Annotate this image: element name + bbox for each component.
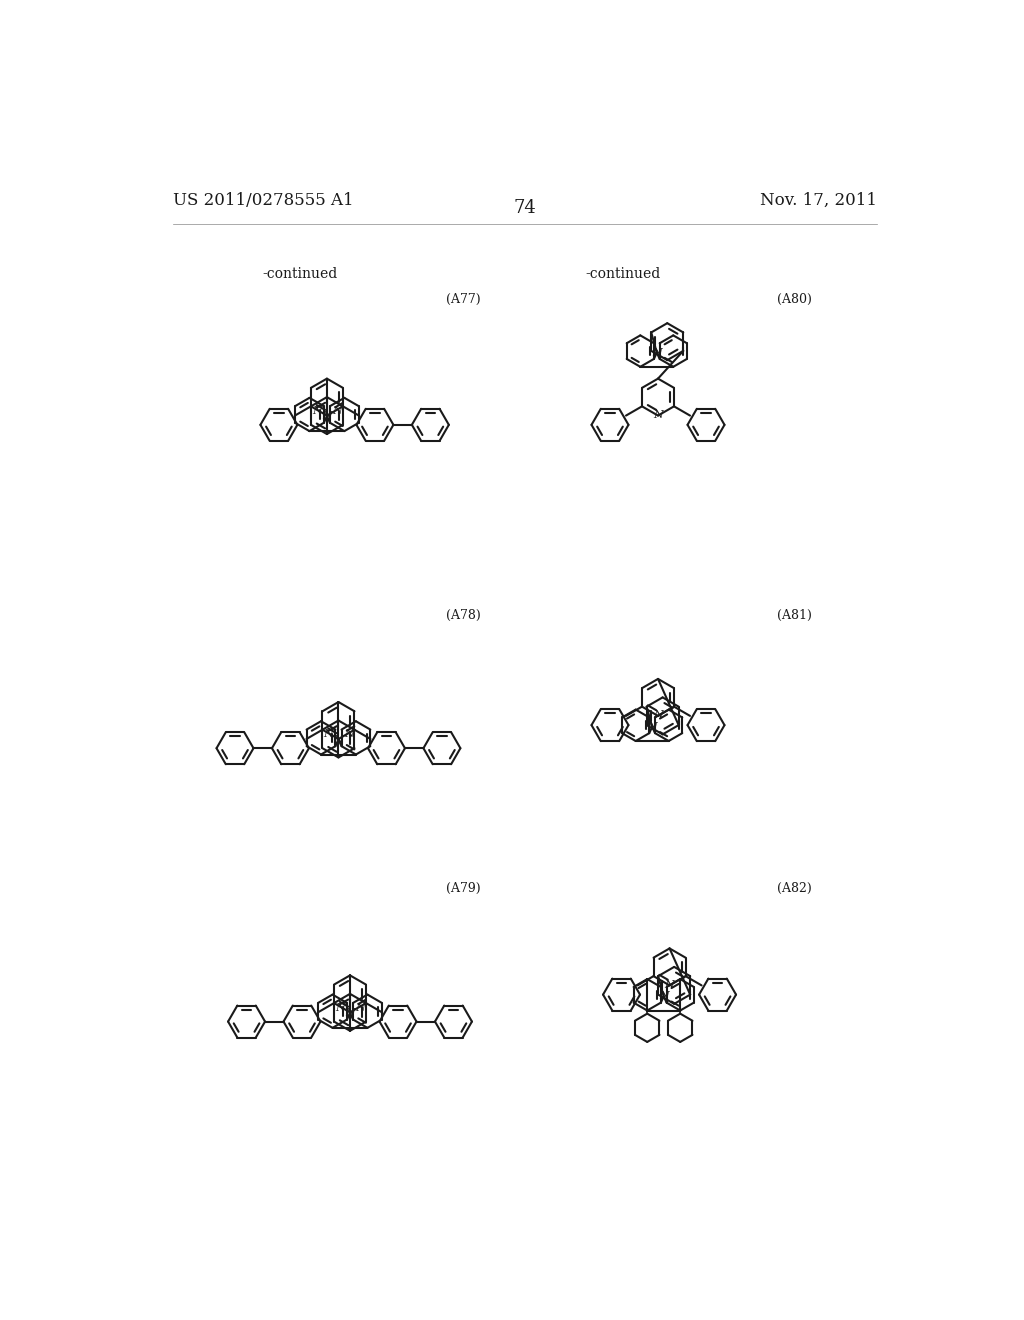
Text: N: N (658, 991, 669, 1002)
Text: N: N (652, 347, 662, 358)
Text: (A80): (A80) (777, 293, 812, 306)
Text: -continued: -continued (586, 267, 660, 281)
Text: N: N (334, 734, 343, 744)
Text: N: N (665, 979, 675, 990)
Text: N: N (344, 730, 353, 739)
Text: N: N (345, 1008, 355, 1018)
Text: N: N (324, 730, 333, 739)
Text: -continued: -continued (262, 267, 338, 281)
Text: (A78): (A78) (446, 609, 481, 622)
Text: N: N (653, 710, 663, 721)
Text: N: N (311, 407, 322, 416)
Text: N: N (647, 722, 657, 731)
Text: N: N (653, 409, 663, 420)
Text: US 2011/0278555 A1: US 2011/0278555 A1 (173, 193, 353, 210)
Text: N: N (333, 407, 342, 416)
Text: N: N (322, 411, 332, 421)
Text: (A79): (A79) (446, 882, 481, 895)
Text: N: N (355, 1003, 366, 1012)
Text: (A82): (A82) (777, 882, 812, 895)
Text: 74: 74 (513, 199, 537, 218)
Text: Nov. 17, 2011: Nov. 17, 2011 (761, 193, 878, 210)
Text: (A81): (A81) (777, 609, 812, 622)
Text: N: N (335, 1003, 344, 1012)
Text: (A77): (A77) (446, 293, 481, 306)
